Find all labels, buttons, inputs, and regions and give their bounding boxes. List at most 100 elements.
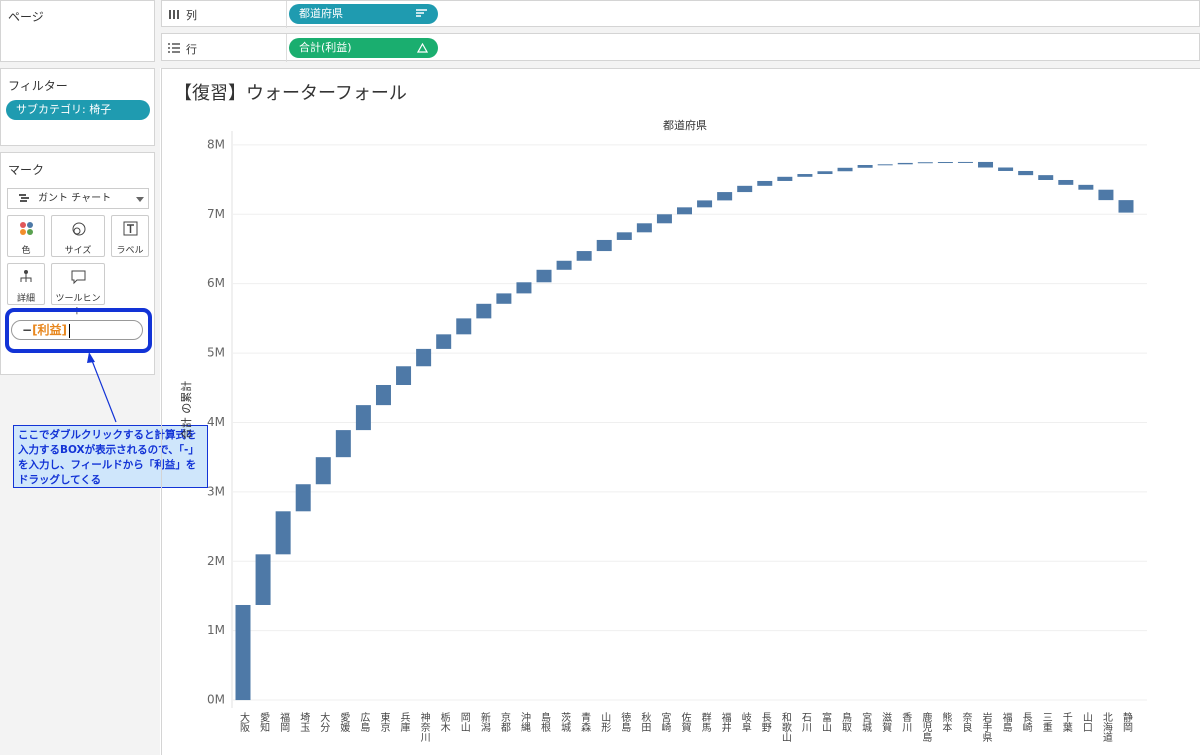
y-tick-label: 6M	[207, 276, 225, 290]
waterfall-bar	[396, 366, 412, 385]
x-tick-label: 宮崎	[659, 711, 671, 732]
rows-icon	[168, 43, 180, 53]
x-tick-label: 岡山	[458, 712, 470, 732]
shelf-label: 行	[186, 43, 197, 56]
worksheet	[161, 68, 1200, 755]
waterfall-bar	[757, 180, 773, 186]
mark-button[interactable]: 詳細	[7, 263, 45, 305]
x-tick-label: 鳥取	[840, 711, 852, 733]
waterfall-bar	[717, 192, 733, 201]
waterfall-bar	[857, 165, 873, 168]
waterfall-bar	[937, 162, 953, 164]
waterfall-bar	[797, 174, 813, 177]
waterfall-bar	[235, 604, 251, 701]
x-tick-label: 福岡	[278, 711, 290, 733]
y-tick-label: 7M	[207, 207, 225, 221]
card-title: マーク	[8, 163, 45, 177]
pill-text: 合計(利益)	[299, 41, 352, 54]
waterfall-bar	[697, 200, 713, 208]
x-tick-label: 長野	[759, 712, 771, 732]
waterfall-bar	[1118, 200, 1134, 213]
annotation-callout: ここでダブルクリックすると計算式を入力するBOXが表示されるので、「-」を入力し…	[13, 425, 208, 488]
chart-title: 【復習】ウォーターフォール	[174, 83, 407, 104]
x-tick-label: 群馬	[699, 711, 711, 733]
shelf-label: 列	[186, 9, 197, 22]
x-tick-label: 岐阜	[739, 711, 751, 733]
button-icon	[123, 221, 138, 236]
waterfall-bar	[1038, 175, 1054, 180]
divider	[286, 34, 287, 62]
y-tick-label: 5M	[207, 346, 225, 360]
x-tick-label: 長崎	[1020, 712, 1032, 732]
waterfall-bar	[998, 167, 1014, 171]
filter-pill[interactable]: サブカテゴリ: 椅子	[6, 100, 150, 120]
rows-shelf: 行 合計(利益)	[161, 33, 1200, 62]
waterfall-bar	[536, 269, 552, 283]
waterfall-bar	[957, 161, 973, 163]
waterfall-bar	[656, 214, 672, 224]
x-tick-label: 香川	[900, 712, 912, 732]
filters-card: フィルター サブカテゴリ: 椅子	[0, 68, 155, 146]
x-tick-label: 山形	[599, 712, 611, 733]
pages-card: ページ	[0, 0, 155, 62]
x-tick-label: 鹿児島	[920, 711, 932, 743]
button-icon	[20, 222, 33, 235]
x-axis-title: 都道府県	[663, 118, 707, 132]
mark-button[interactable]: ラベル	[111, 215, 149, 257]
waterfall-bar	[516, 282, 532, 294]
x-tick-label: 愛媛	[338, 711, 350, 733]
x-tick-label: 山口	[1080, 712, 1091, 732]
sort-icon	[416, 9, 427, 17]
waterfall-bar	[897, 162, 913, 165]
waterfall-bar	[315, 457, 331, 485]
y-tick-label: 2M	[207, 554, 225, 568]
waterfall-bar	[295, 484, 311, 512]
y-tick-label: 3M	[207, 484, 225, 498]
formula-input[interactable]: −[利益]	[11, 320, 143, 340]
x-tick-label: 兵庫	[398, 711, 410, 733]
x-tick-label: 青森	[579, 711, 591, 733]
y-tick-label: 4M	[207, 415, 225, 429]
mark-button[interactable]: サイズ	[51, 215, 105, 257]
x-tick-label: 大阪	[238, 711, 250, 733]
x-tick-label: 新潟	[478, 711, 490, 733]
rows-pill[interactable]: 合計(利益)	[289, 38, 438, 58]
button-label: サイズ	[64, 246, 92, 256]
y-tick-label: 8M	[207, 137, 225, 151]
waterfall-bar	[596, 239, 612, 252]
x-tick-label: 佐賀	[679, 712, 691, 733]
mark-type-dropdown[interactable]: ガント チャート	[7, 188, 149, 209]
formula-field: [利益]	[32, 323, 68, 337]
dropdown-arrow	[136, 197, 144, 202]
x-tick-label: 大分	[318, 711, 330, 733]
y-axis-title: 合計 の累計	[179, 381, 193, 440]
x-tick-label: 富山	[819, 711, 831, 732]
mark-button[interactable]: 色	[7, 215, 45, 257]
x-tick-label: 沖縄	[518, 711, 530, 732]
button-label: 色	[21, 246, 31, 256]
mark-button[interactable]: ツールヒント	[51, 263, 105, 317]
waterfall-bar	[375, 384, 391, 406]
x-tick-label: 島根	[539, 711, 551, 733]
x-tick-label: 石川	[799, 712, 811, 732]
waterfall-bar	[355, 405, 371, 431]
waterfall-bar	[1018, 170, 1034, 176]
formula-operator: −	[22, 323, 33, 337]
x-tick-label: 東京	[378, 711, 390, 733]
columns-pill[interactable]: 都道府県	[289, 4, 438, 24]
x-tick-label: 徳島	[619, 711, 631, 733]
waterfall-bar	[616, 232, 632, 240]
x-tick-label: 福井	[719, 711, 731, 733]
x-tick-label: 愛知	[258, 711, 270, 732]
x-tick-label: 静岡	[1121, 711, 1133, 733]
callout-arrow	[87, 352, 117, 423]
caret	[69, 323, 71, 338]
columns-shelf: 列 都道府県	[161, 0, 1200, 28]
x-tick-label: 千葉	[1060, 712, 1072, 733]
x-tick-label: 茨城	[559, 711, 571, 733]
x-tick-label: 広島	[358, 711, 370, 733]
waterfall-bar	[416, 348, 432, 367]
waterfall-bar	[436, 334, 452, 349]
waterfall-bar	[456, 318, 472, 335]
waterfall-bar	[476, 303, 492, 319]
